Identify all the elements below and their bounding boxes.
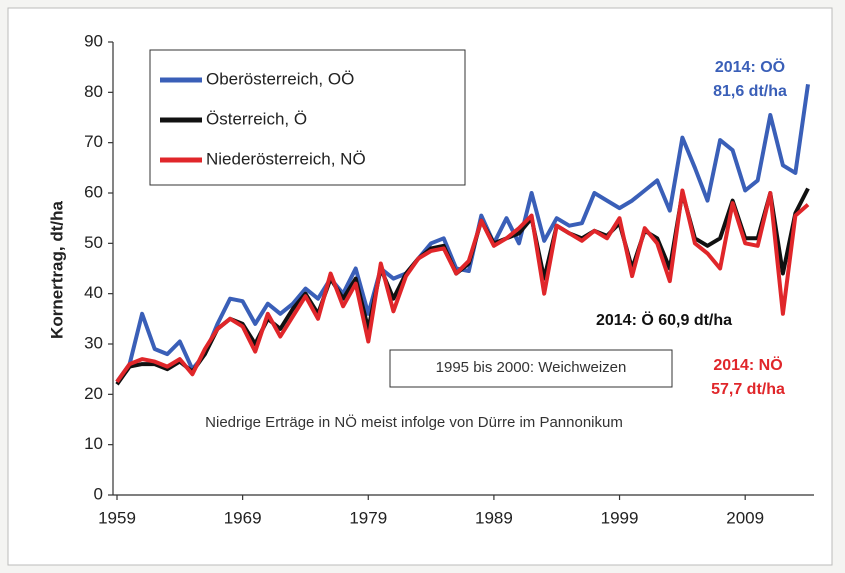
annotation: 57,7 dt/ha [711,381,785,398]
y-tick-label: 20 [84,384,103,403]
x-tick-label: 1999 [601,508,639,527]
y-tick-label: 30 [84,333,103,352]
y-tick-label: 80 [84,82,103,101]
y-axis-label: Kornertrag, dt/ha [47,201,66,339]
x-tick-label: 1959 [98,508,136,527]
x-tick-label: 2009 [726,508,764,527]
y-tick-label: 40 [84,283,103,302]
x-tick-label: 1969 [224,508,262,527]
legend-box [149,49,466,186]
annotation: Niedrige Erträge in NÖ meist infolge von… [205,413,623,431]
y-tick-label: 70 [84,132,103,151]
y-tick-label: 60 [84,182,103,201]
y-tick-label: 10 [84,434,103,453]
legend-label: Oberösterreich, OÖ [206,69,354,88]
legend-label: Österreich, Ö [206,109,307,128]
x-tick-label: 1979 [349,508,387,527]
y-tick-label: 50 [84,233,103,252]
note-box [389,349,673,388]
series-line [115,188,810,383]
annotation: 2014: OÖ [715,57,785,76]
x-tick-label: 1989 [475,508,513,527]
annotation: 81,6 dt/ha [713,83,787,100]
annotation: 2014: NÖ [713,355,782,374]
annotation: 2014: Ö 60,9 dt/ha [596,310,732,329]
y-tick-label: 90 [84,31,103,50]
legend-label: Niederösterreich, NÖ [206,149,366,168]
y-tick-label: 0 [94,484,103,503]
annotation: 1995 bis 2000: Weichweizen [436,359,627,376]
